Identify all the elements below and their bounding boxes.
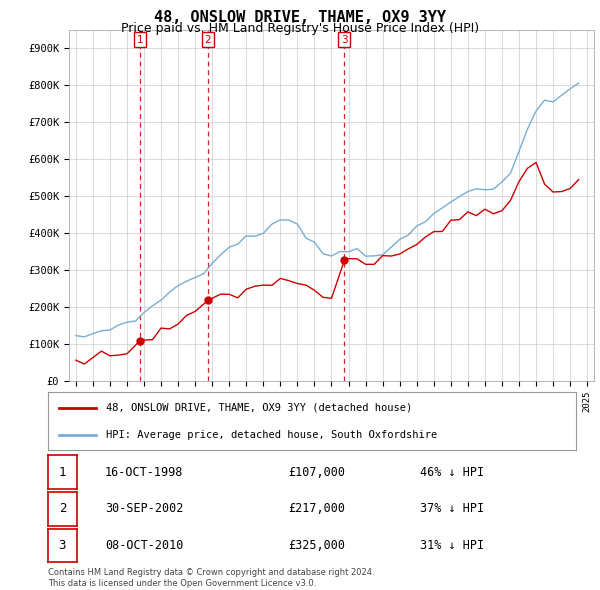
Text: 48, ONSLOW DRIVE, THAME, OX9 3YY: 48, ONSLOW DRIVE, THAME, OX9 3YY bbox=[154, 10, 446, 25]
Text: 3: 3 bbox=[341, 35, 347, 45]
Text: Price paid vs. HM Land Registry's House Price Index (HPI): Price paid vs. HM Land Registry's House … bbox=[121, 22, 479, 35]
Text: HPI: Average price, detached house, South Oxfordshire: HPI: Average price, detached house, Sout… bbox=[106, 430, 437, 440]
Text: 2: 2 bbox=[205, 35, 211, 45]
Text: 1: 1 bbox=[59, 466, 66, 479]
Text: 31% ↓ HPI: 31% ↓ HPI bbox=[420, 539, 484, 552]
Text: £107,000: £107,000 bbox=[288, 466, 345, 479]
Text: 48, ONSLOW DRIVE, THAME, OX9 3YY (detached house): 48, ONSLOW DRIVE, THAME, OX9 3YY (detach… bbox=[106, 403, 412, 413]
Text: Contains HM Land Registry data © Crown copyright and database right 2024.
This d: Contains HM Land Registry data © Crown c… bbox=[48, 568, 374, 588]
Text: 37% ↓ HPI: 37% ↓ HPI bbox=[420, 502, 484, 516]
Text: 16-OCT-1998: 16-OCT-1998 bbox=[105, 466, 184, 479]
Text: 3: 3 bbox=[59, 539, 66, 552]
Text: 08-OCT-2010: 08-OCT-2010 bbox=[105, 539, 184, 552]
Text: £325,000: £325,000 bbox=[288, 539, 345, 552]
Text: 1: 1 bbox=[136, 35, 143, 45]
Text: 2: 2 bbox=[59, 502, 66, 516]
Text: 30-SEP-2002: 30-SEP-2002 bbox=[105, 502, 184, 516]
Text: 46% ↓ HPI: 46% ↓ HPI bbox=[420, 466, 484, 479]
Text: £217,000: £217,000 bbox=[288, 502, 345, 516]
